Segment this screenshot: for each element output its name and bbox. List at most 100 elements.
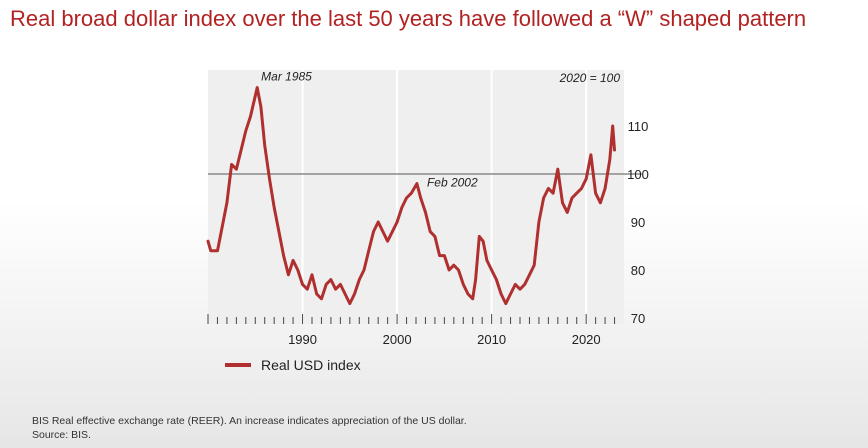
slide-title: Real broad dollar index over the last 50… xyxy=(10,6,807,31)
data-point xyxy=(391,230,394,233)
data-point xyxy=(334,288,337,291)
data-point xyxy=(509,292,512,296)
data-point xyxy=(528,273,531,276)
data-point xyxy=(206,240,210,243)
data-point xyxy=(209,249,212,252)
footnote: BIS Real effective exchange rate (REER).… xyxy=(32,414,467,442)
data-point xyxy=(599,201,602,204)
data-point xyxy=(443,254,446,257)
data-point xyxy=(239,148,243,152)
data-point xyxy=(343,292,347,296)
data-point xyxy=(481,240,485,243)
data-point xyxy=(514,283,517,286)
data-point xyxy=(301,283,304,286)
chart-legend: Real USD index xyxy=(225,357,361,373)
data-point xyxy=(277,230,281,233)
data-point xyxy=(499,292,503,296)
data-point xyxy=(320,297,323,300)
data-point xyxy=(395,220,399,224)
data-point xyxy=(367,249,370,252)
data-point xyxy=(523,283,526,286)
y-tick-label-70: 70 xyxy=(631,311,645,326)
data-point xyxy=(372,230,375,233)
data-point xyxy=(490,268,493,272)
data-point xyxy=(415,182,419,185)
data-point xyxy=(438,254,441,257)
footnote-definition: BIS Real effective exchange rate (REER).… xyxy=(32,415,467,427)
data-point xyxy=(386,240,389,243)
annotation-mar-1985: Mar 1985 xyxy=(261,69,312,83)
data-point xyxy=(339,283,342,286)
legend-swatch xyxy=(225,363,251,367)
plot-area xyxy=(208,70,624,324)
data-point xyxy=(405,196,408,200)
data-point xyxy=(585,177,588,180)
data-point xyxy=(556,168,559,171)
data-point xyxy=(433,235,437,238)
data-point xyxy=(268,177,271,180)
data-point xyxy=(561,201,564,204)
data-point xyxy=(358,278,361,281)
data-point xyxy=(608,158,611,161)
data-point xyxy=(589,153,593,156)
data-point xyxy=(452,264,455,267)
data-point xyxy=(466,292,470,296)
base-year-note: 2020 = 100 xyxy=(559,71,621,85)
data-point xyxy=(381,230,385,233)
data-point xyxy=(537,220,541,224)
data-point xyxy=(362,268,366,272)
data-point xyxy=(478,235,481,238)
x-tick-label-2010: 2010 xyxy=(477,332,506,347)
data-point xyxy=(570,196,574,200)
data-point xyxy=(474,278,477,281)
y-tick-label-80: 80 xyxy=(631,263,645,278)
data-point xyxy=(325,283,328,286)
data-point xyxy=(329,278,333,281)
data-point xyxy=(348,302,351,305)
x-tick-label-2020: 2020 xyxy=(572,332,601,347)
data-point xyxy=(244,129,247,132)
data-point xyxy=(542,196,545,200)
data-point xyxy=(575,192,578,195)
data-point xyxy=(533,264,536,267)
data-point xyxy=(447,268,451,272)
x-axis-ticks xyxy=(207,314,616,324)
legend-label: Real USD index xyxy=(261,357,361,373)
data-point xyxy=(419,196,422,200)
data-point xyxy=(256,86,259,89)
data-point xyxy=(485,259,489,262)
data-point xyxy=(566,211,569,214)
data-point xyxy=(221,225,224,228)
data-point xyxy=(306,288,309,291)
data-point xyxy=(400,206,403,209)
y-axis-tick-labels: 70 80 90 100 110 xyxy=(627,119,649,326)
data-point xyxy=(235,168,238,171)
data-point xyxy=(551,192,555,195)
data-point xyxy=(547,187,550,190)
x-tick-label-2000: 2000 xyxy=(383,332,412,347)
data-point xyxy=(225,201,229,204)
data-point xyxy=(594,192,597,195)
y-tick-label-90: 90 xyxy=(631,215,645,230)
series-points xyxy=(206,86,616,305)
data-point xyxy=(471,297,474,300)
data-point xyxy=(353,292,356,296)
data-point xyxy=(263,144,266,147)
data-point xyxy=(291,259,295,262)
data-point xyxy=(518,288,522,291)
data-point xyxy=(462,283,465,286)
x-tick-label-1990: 1990 xyxy=(288,332,317,347)
data-point xyxy=(315,292,318,296)
data-point xyxy=(230,163,233,166)
data-point xyxy=(216,249,219,252)
data-point xyxy=(310,273,314,276)
data-point xyxy=(613,148,616,152)
data-point xyxy=(580,187,583,190)
annotation-feb-2002: Feb 2002 xyxy=(427,175,478,189)
data-point xyxy=(259,105,263,109)
data-point xyxy=(249,115,252,118)
data-point xyxy=(611,124,614,128)
x-axis-tick-labels: 1990 2000 2010 2020 xyxy=(288,332,601,347)
data-point xyxy=(457,268,460,272)
